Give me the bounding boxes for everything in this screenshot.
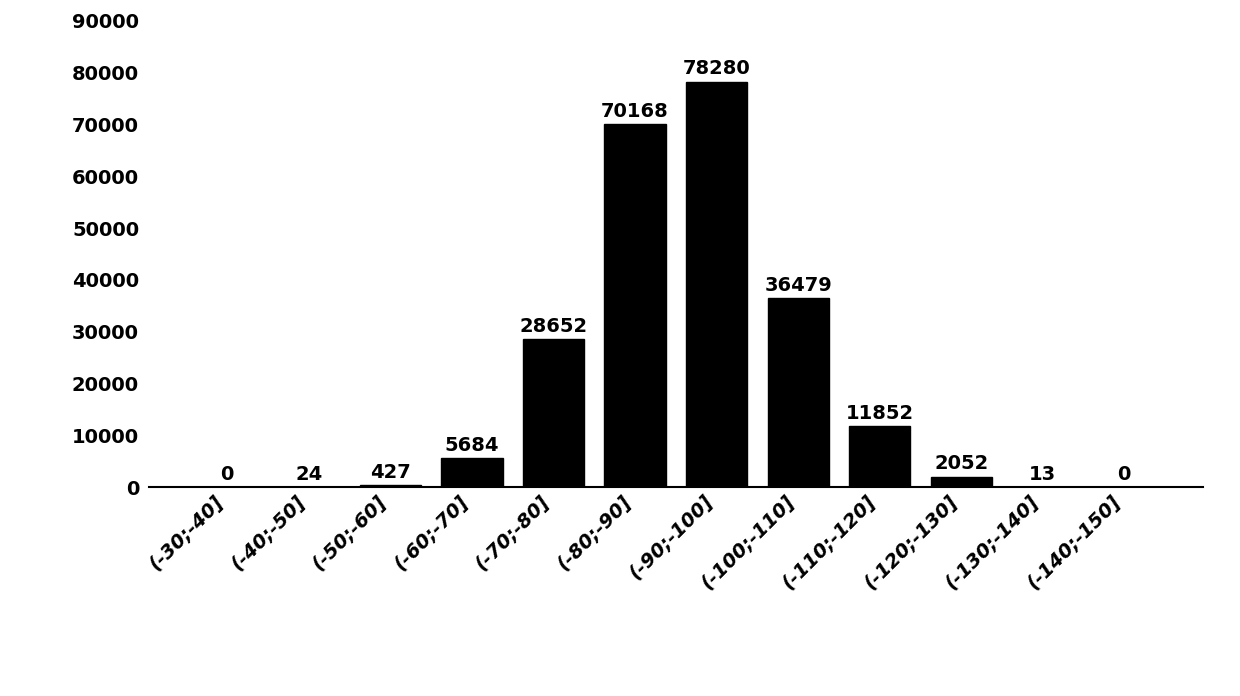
Bar — [768, 298, 828, 487]
Bar — [441, 458, 502, 487]
Text: 0: 0 — [221, 465, 234, 484]
Text: 11852: 11852 — [846, 404, 914, 422]
Bar — [523, 339, 584, 487]
Text: 13: 13 — [1029, 465, 1056, 484]
Text: 70168: 70168 — [601, 102, 668, 120]
Bar — [931, 477, 992, 487]
Bar — [604, 124, 666, 487]
Text: 427: 427 — [370, 463, 410, 482]
Text: 78280: 78280 — [683, 59, 750, 79]
Text: 0: 0 — [1117, 465, 1131, 484]
Bar — [849, 426, 910, 487]
Text: 28652: 28652 — [520, 317, 588, 335]
Text: 24: 24 — [295, 465, 322, 484]
Text: 2052: 2052 — [934, 454, 988, 473]
Bar — [360, 485, 420, 487]
Text: 5684: 5684 — [445, 436, 500, 454]
Text: 36479: 36479 — [764, 276, 832, 295]
Bar — [686, 81, 748, 487]
